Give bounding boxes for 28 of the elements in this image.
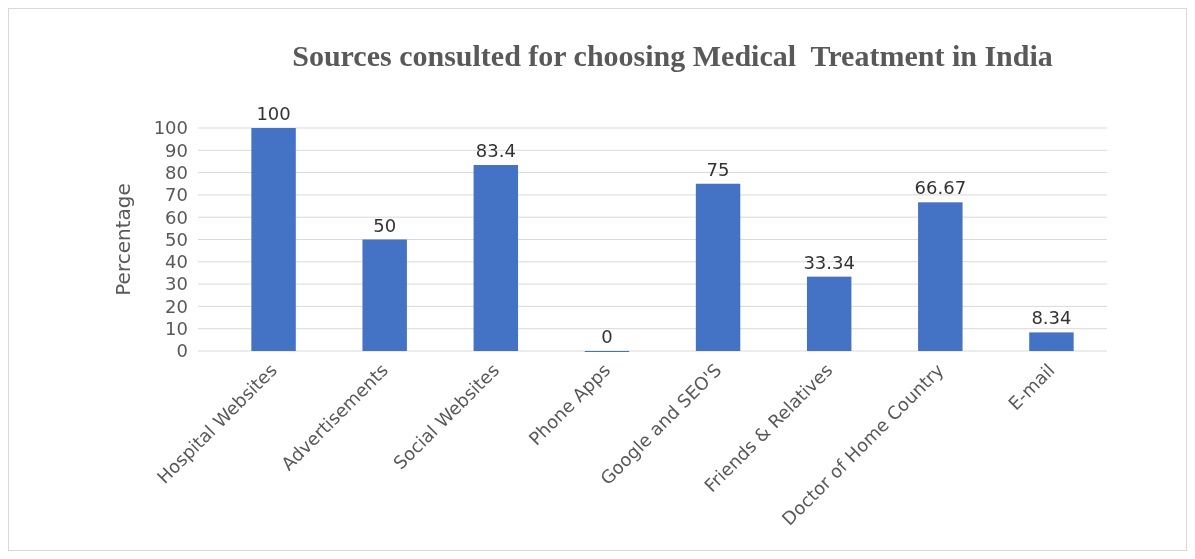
data-label: 75: [706, 158, 730, 180]
y-tick-label: 70: [165, 184, 188, 206]
y-axis-title: Percentage: [111, 183, 135, 296]
y-tick-label: 100: [153, 117, 188, 139]
bar: [695, 183, 741, 351]
y-tick-label: 10: [165, 318, 188, 339]
data-label: 83.4: [475, 140, 516, 162]
y-tick-label: 0: [176, 340, 188, 362]
data-label: 100: [256, 103, 291, 124]
bar: [362, 239, 407, 351]
bar: [918, 202, 963, 351]
bar: [1029, 332, 1074, 351]
data-label: 33.34: [803, 251, 855, 273]
data-label: 50: [373, 214, 397, 236]
y-tick-label: 40: [165, 251, 188, 273]
y-tick-label: 50: [165, 228, 188, 250]
y-tick-label: 20: [165, 295, 188, 317]
y-tick-label: 30: [165, 273, 188, 295]
data-label: 8.34: [1031, 307, 1072, 329]
chart-title: Sources consulted for choosing Medical Treatment in India: [292, 39, 1053, 72]
bar: [806, 276, 852, 351]
bar: [473, 165, 519, 351]
data-label: 66.67: [914, 177, 967, 199]
y-tick-label: 80: [165, 161, 188, 183]
bar: [251, 128, 296, 351]
y-tick-label: 90: [165, 139, 188, 161]
y-tick-label: 60: [165, 206, 188, 228]
data-label: 0: [601, 326, 613, 347]
